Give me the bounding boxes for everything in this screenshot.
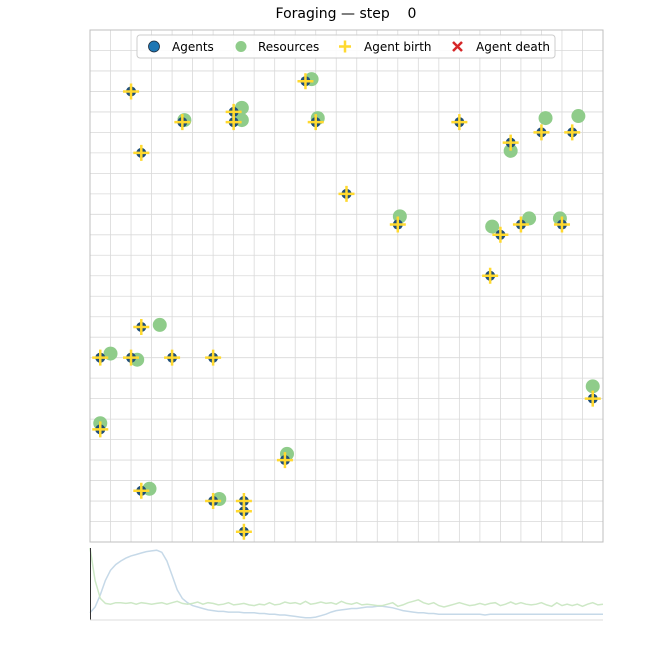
legend-item-resources: Resources <box>235 40 319 54</box>
agent-birth-marker <box>205 493 222 510</box>
main-grid <box>90 30 603 542</box>
legend-item-agent-birth: Agent birth <box>339 40 432 54</box>
legend-birth-label: Agent birth <box>364 40 432 54</box>
legend-agents-marker <box>148 40 160 53</box>
agent-birth-marker <box>584 390 601 407</box>
chart-title: Foraging — step 0 <box>275 6 417 22</box>
main-plot-background <box>90 30 603 542</box>
agent-birth-marker <box>482 267 499 284</box>
agent-birth-marker <box>389 216 406 233</box>
agent-birth-marker <box>164 349 181 366</box>
agent-birth-marker <box>92 421 109 438</box>
agent-birth-marker <box>123 349 140 366</box>
agent-birth-marker <box>502 134 519 151</box>
resource-point <box>503 143 518 158</box>
legend-agents-label: Agents <box>172 40 214 54</box>
agent-birth-marker <box>533 124 550 141</box>
agent-birth-marker <box>512 216 529 233</box>
legend-death-marker <box>452 41 463 52</box>
agent-birth-marker <box>338 185 355 202</box>
timeseries-line-green <box>89 547 604 608</box>
agent-birth-marker <box>451 114 468 131</box>
resource-point <box>571 109 586 124</box>
agent-birth-marker <box>174 114 191 131</box>
agent-birth-marker <box>276 452 293 469</box>
legend-birth-marker <box>339 40 351 53</box>
agent-birth-marker <box>123 83 140 100</box>
agent-birth-marker <box>307 114 324 131</box>
agent-birth-marker <box>133 318 150 335</box>
agent-birth-marker <box>297 73 314 90</box>
agent-birth-marker <box>133 482 150 499</box>
legend: Agents Resources Agent birth Agent death <box>136 34 556 59</box>
agent-birth-marker <box>492 226 509 243</box>
agent-birth-marker <box>235 503 252 520</box>
agent-birth-marker <box>235 523 252 540</box>
agent-birth-marker <box>133 144 150 161</box>
resource-point <box>585 379 600 394</box>
legend-resources-label: Resources <box>258 40 319 54</box>
agent-birth-marker <box>225 114 242 131</box>
timeseries-lines <box>89 547 604 619</box>
agent-birth-marker <box>205 349 222 366</box>
agent-birth-marker <box>553 216 570 233</box>
agent-birth-series <box>92 73 601 540</box>
legend-death-label: Agent death <box>476 40 550 54</box>
resource-point <box>152 317 167 332</box>
legend-item-agent-death: Agent death <box>452 40 550 54</box>
resource-point <box>522 211 537 226</box>
timeseries-line-blue <box>89 549 603 619</box>
legend-resources-marker <box>235 41 247 52</box>
agent-birth-marker <box>92 349 109 366</box>
resource-point <box>485 219 500 234</box>
agent-birth-marker <box>564 124 581 141</box>
main-plot-frame <box>89 29 604 543</box>
resource-point <box>538 111 553 126</box>
legend-item-agents: Agents <box>148 40 214 54</box>
